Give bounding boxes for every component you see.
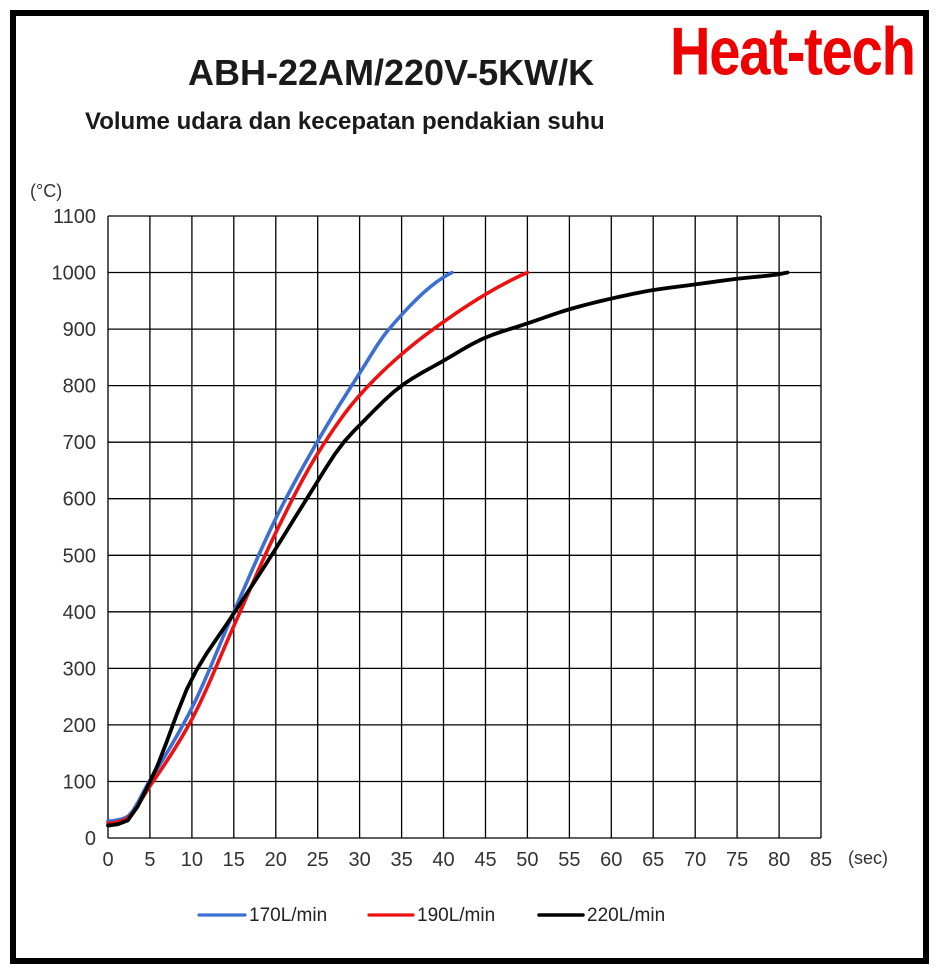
svg-text:0: 0 [102,849,113,871]
svg-text:500: 500 [63,545,96,567]
svg-text:10: 10 [181,849,203,871]
svg-text:60: 60 [600,849,622,871]
svg-text:50: 50 [516,849,538,871]
svg-text:700: 700 [63,432,96,454]
svg-text:45: 45 [474,849,496,871]
svg-text:20: 20 [265,849,287,871]
svg-text:0: 0 [85,828,96,850]
svg-text:40: 40 [432,849,454,871]
svg-text:(sec): (sec) [848,848,888,868]
svg-text:35: 35 [390,849,412,871]
svg-text:(°C): (°C) [30,181,62,201]
svg-text:100: 100 [63,771,96,793]
svg-text:800: 800 [63,376,96,398]
svg-text:190L/min: 190L/min [417,905,495,926]
svg-text:80: 80 [768,849,790,871]
svg-text:400: 400 [63,602,96,624]
svg-text:220L/min: 220L/min [587,905,665,926]
svg-text:55: 55 [558,849,580,871]
svg-text:200: 200 [63,715,96,737]
svg-text:25: 25 [307,849,329,871]
svg-text:30: 30 [348,849,370,871]
svg-text:65: 65 [642,849,664,871]
svg-text:300: 300 [63,658,96,680]
svg-text:170L/min: 170L/min [249,905,327,926]
svg-text:900: 900 [63,319,96,341]
svg-text:5: 5 [144,849,155,871]
svg-text:85: 85 [810,849,832,871]
svg-text:15: 15 [223,849,245,871]
svg-text:1100: 1100 [53,206,96,228]
svg-text:1000: 1000 [52,263,97,285]
svg-text:75: 75 [726,849,748,871]
svg-text:600: 600 [63,489,96,511]
svg-text:70: 70 [684,849,706,871]
